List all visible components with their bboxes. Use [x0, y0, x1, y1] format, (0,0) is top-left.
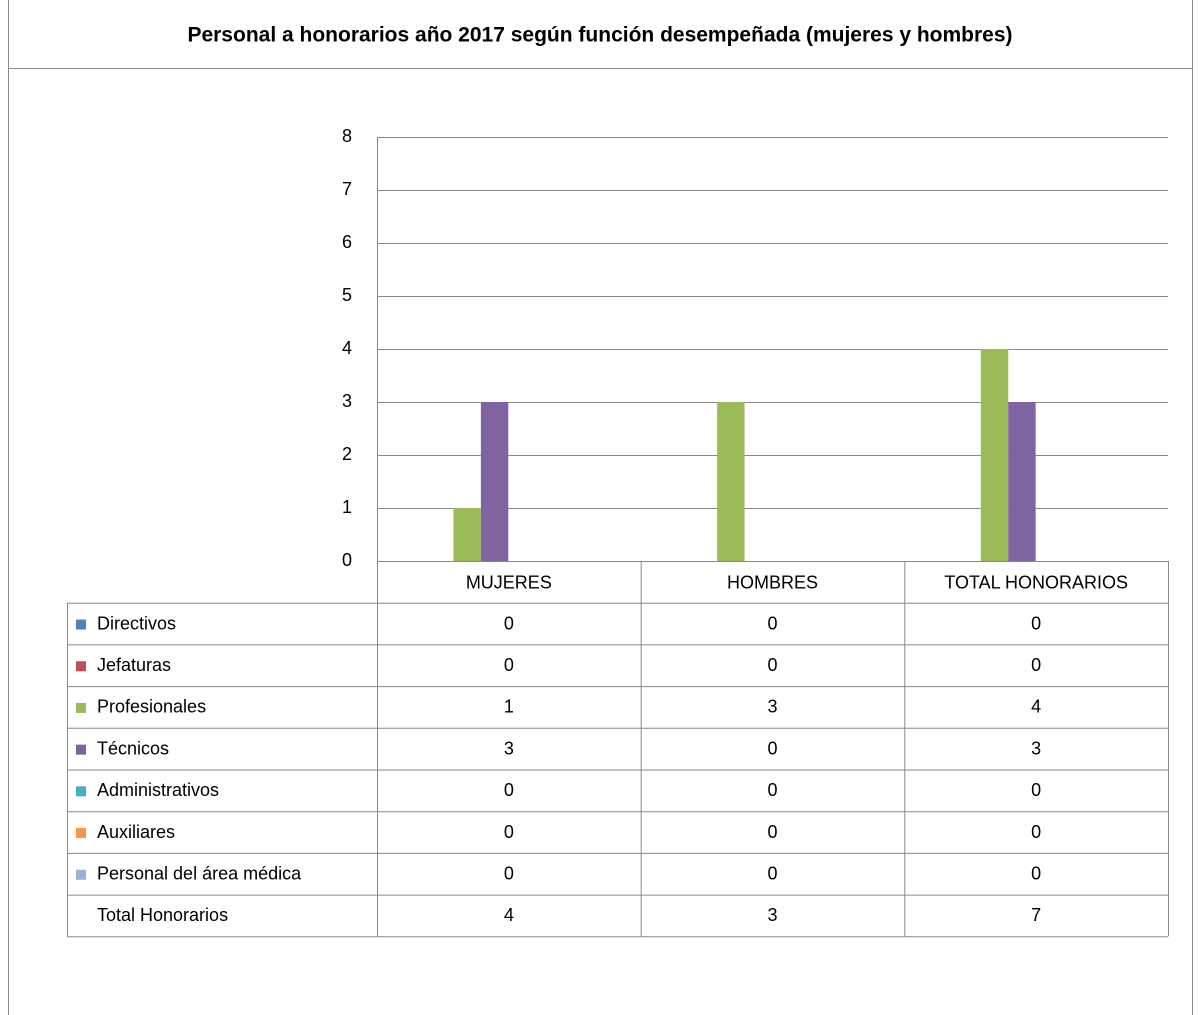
y-tick-label: 1 — [342, 497, 352, 517]
table-value: 0 — [1031, 780, 1041, 800]
row-label: Total Honorarios — [97, 905, 228, 925]
row-label: Profesionales — [97, 697, 206, 717]
table-value: 4 — [1031, 697, 1041, 717]
y-tick-label: 0 — [342, 550, 352, 570]
legend-key — [76, 661, 86, 672]
table-value: 0 — [504, 864, 514, 884]
legend-key — [76, 619, 86, 630]
row-label: Auxiliares — [97, 822, 175, 842]
legend-key — [76, 702, 86, 713]
table-value: 3 — [767, 697, 777, 717]
table-value: 3 — [767, 905, 777, 925]
table-value: 0 — [504, 655, 514, 675]
table-value: 4 — [504, 905, 514, 925]
y-tick-label: 4 — [342, 338, 352, 358]
table-value: 7 — [1031, 905, 1041, 925]
chart-title: Personal a honorarios año 2017 según fun… — [187, 24, 1012, 47]
table-value: 0 — [504, 822, 514, 842]
y-tick-label: 2 — [342, 444, 352, 464]
legend-key — [76, 786, 86, 797]
bar — [453, 508, 481, 561]
table-value: 0 — [767, 613, 777, 633]
table-value: 0 — [767, 780, 777, 800]
table-value: 0 — [767, 738, 777, 758]
y-tick-label: 8 — [342, 126, 352, 146]
table-value: 3 — [504, 738, 514, 758]
row-label: Directivos — [97, 613, 176, 633]
bar — [717, 402, 745, 561]
y-tick-label: 3 — [342, 391, 352, 411]
table-value: 0 — [1031, 613, 1041, 633]
table-value: 0 — [1031, 864, 1041, 884]
bar — [980, 349, 1009, 561]
row-label: Jefaturas — [97, 655, 171, 675]
x-tick-label: HOMBRES — [727, 573, 818, 593]
row-label: Técnicos — [97, 738, 169, 758]
bar — [1008, 402, 1036, 561]
frame — [8, 0, 1193, 1015]
table-value: 0 — [767, 655, 777, 675]
bar — [480, 402, 509, 561]
y-tick-label: 7 — [342, 179, 352, 199]
x-tick-label: TOTAL HONORARIOS — [944, 573, 1128, 593]
table-value: 0 — [767, 864, 777, 884]
table-value: 0 — [767, 822, 777, 842]
row-label: Administrativos — [97, 780, 219, 800]
row-label: Personal del área médica — [97, 864, 302, 884]
table-value: 0 — [504, 780, 514, 800]
legend-key — [76, 869, 86, 880]
table-value: 3 — [1031, 738, 1041, 758]
table-value: 0 — [504, 613, 514, 633]
x-tick-label: MUJERES — [466, 573, 552, 593]
legend-key — [76, 744, 86, 755]
y-tick-label: 6 — [342, 232, 352, 252]
table-value: 1 — [504, 697, 514, 717]
legend-key — [76, 828, 86, 839]
table-value: 0 — [1031, 655, 1041, 675]
y-tick-label: 5 — [342, 285, 352, 305]
table-value: 0 — [1031, 822, 1041, 842]
